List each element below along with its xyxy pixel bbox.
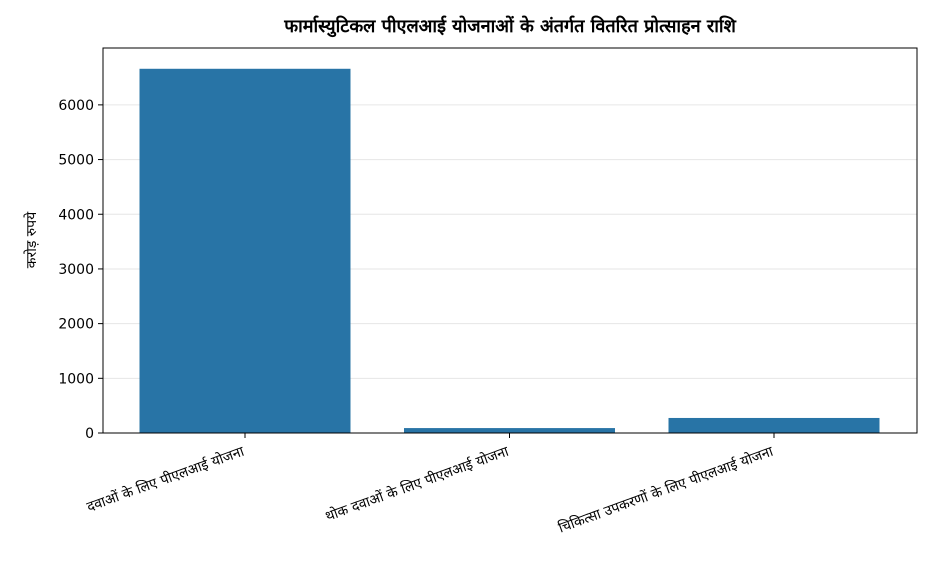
x-tick-label: दवाओं के लिए पीएलआई योजना: [84, 443, 246, 516]
y-tick-label: 4000: [58, 207, 94, 223]
bar: [139, 68, 351, 433]
y-tick-label: 3000: [58, 262, 94, 278]
y-tick-label: 0: [85, 426, 94, 442]
chart-title: फार्मास्युटिकल पीएलआई योजनाओं के अंतर्गत…: [283, 15, 736, 38]
y-tick-label: 1000: [58, 371, 94, 387]
bar: [404, 428, 615, 433]
y-tick-label: 5000: [58, 153, 94, 169]
x-tick-label: थोक दवाओं के लिए पीएलआई योजना: [323, 443, 511, 525]
x-tick-label: चिकित्सा उपकरणों के लिए पीएलआई योजना: [556, 443, 776, 537]
y-axis-label: करोड़ रुपये: [23, 211, 40, 268]
y-tick-label: 6000: [58, 98, 94, 114]
bar: [668, 417, 880, 433]
plot-frame: [102, 47, 918, 434]
y-tick-label: 2000: [58, 317, 94, 333]
